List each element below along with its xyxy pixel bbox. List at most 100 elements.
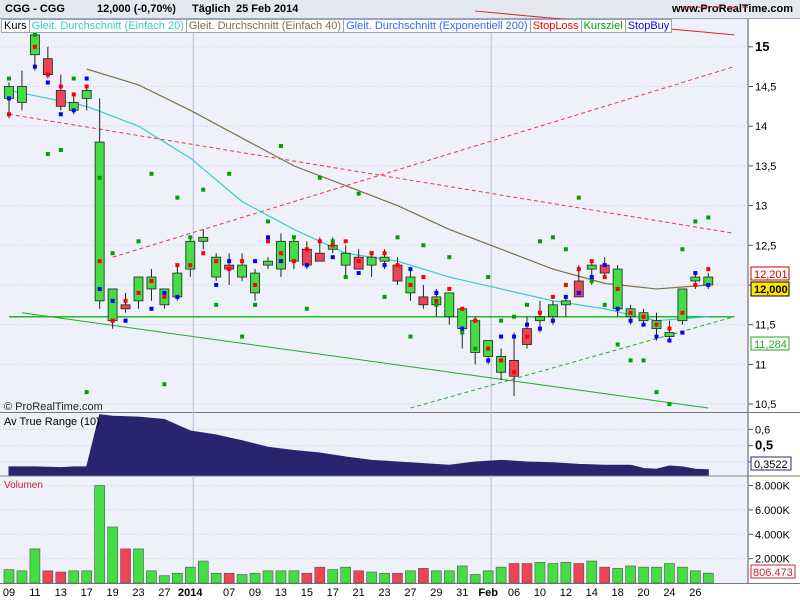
stoploss-dot bbox=[136, 290, 141, 295]
legend-item-ma40[interactable]: Gleit. Durchschnitt (Einfach 40) bbox=[185, 19, 345, 33]
stoploss-dot bbox=[201, 251, 206, 256]
volume-bar bbox=[68, 570, 80, 584]
target-dot bbox=[499, 318, 504, 323]
stopbuy-dot bbox=[266, 235, 270, 240]
target-dot bbox=[304, 306, 309, 311]
x-axis-label: 29 bbox=[430, 587, 442, 599]
candle-body bbox=[548, 304, 558, 318]
stopbuy-dot bbox=[602, 263, 607, 268]
stoploss-dot bbox=[576, 267, 581, 272]
volume-bar bbox=[81, 570, 92, 584]
stoploss-dot bbox=[395, 263, 400, 268]
legend-item-ma20[interactable]: Gleit. Durchschnitt (Einfach 20) bbox=[28, 19, 187, 33]
trendline-lower-dashed bbox=[410, 316, 735, 409]
price-tick-label: 15 bbox=[755, 39, 769, 54]
stoploss-dot bbox=[537, 310, 542, 315]
stoploss-dot bbox=[667, 326, 672, 331]
last-price-tag-box bbox=[750, 281, 790, 297]
candle-body bbox=[81, 90, 92, 99]
legend-item-kurs[interactable]: Kurs bbox=[1, 19, 30, 33]
x-axis-label: 13 bbox=[275, 587, 287, 599]
price-tick-label: 14 bbox=[755, 121, 767, 133]
stopbuy-price-tag: 12,201 bbox=[754, 269, 788, 281]
stoploss-dot bbox=[408, 282, 413, 287]
target-price-tag: 11,284 bbox=[754, 339, 787, 351]
candle-body bbox=[379, 256, 390, 262]
stoploss-dot bbox=[628, 310, 633, 315]
quote-label: 12,000 (-0,70%) bbox=[97, 3, 176, 15]
stopbuy-dot bbox=[175, 294, 180, 299]
stoploss-dot bbox=[214, 259, 219, 264]
stopbuy-dot bbox=[615, 306, 620, 311]
target-dot bbox=[97, 175, 102, 180]
candle-body bbox=[560, 300, 571, 306]
candle-body bbox=[107, 288, 118, 322]
target-dot bbox=[32, 32, 37, 37]
target-dot bbox=[266, 219, 270, 224]
target-dot bbox=[576, 195, 581, 200]
candle-body bbox=[677, 288, 688, 322]
volume-bar bbox=[638, 566, 649, 584]
stoploss-dot bbox=[602, 275, 607, 280]
stopbuy-dot bbox=[149, 306, 154, 311]
copyright-label: © ProRealTime.com bbox=[4, 401, 103, 413]
stoploss-dot bbox=[123, 298, 128, 303]
target-dot bbox=[512, 314, 517, 319]
target-dot bbox=[382, 294, 387, 299]
volume-bar bbox=[42, 570, 54, 584]
volume-bar bbox=[353, 570, 364, 584]
x-axis-label: 26 bbox=[689, 587, 701, 599]
x-axis-label: 17 bbox=[81, 587, 93, 599]
target-dot bbox=[110, 251, 115, 256]
stoploss-dot bbox=[317, 239, 322, 244]
site-label: www.ProRealTime.com bbox=[672, 3, 794, 15]
stoploss-dot bbox=[693, 282, 698, 287]
volume-bar bbox=[262, 570, 274, 584]
x-axis-label: 2014 bbox=[178, 587, 203, 599]
volume-bar bbox=[534, 561, 546, 584]
target-dot bbox=[589, 279, 594, 283]
volume-bar bbox=[249, 572, 261, 584]
atr-title: Av True Range (10) bbox=[4, 416, 100, 428]
volume-bar bbox=[379, 572, 390, 584]
stoploss-dot bbox=[32, 44, 37, 49]
price-panel[interactable] bbox=[0, 19, 748, 412]
stoploss-dot bbox=[188, 263, 193, 268]
legend-item-kursziel[interactable]: Kursziel bbox=[580, 19, 626, 33]
volume-bar bbox=[327, 569, 339, 584]
legend-item-stopbuy[interactable]: StopBuy bbox=[624, 19, 673, 33]
target-dot bbox=[162, 382, 167, 387]
target-dot bbox=[343, 275, 348, 280]
title-bar: CGG - CGG 12,000 (-0,70%) Täglich 25 Feb… bbox=[0, 0, 800, 19]
volume-bar bbox=[664, 563, 675, 584]
price-tick-label: 10,5 bbox=[755, 399, 776, 411]
candle-body bbox=[366, 256, 377, 266]
volume-tick-label: 6.000K bbox=[755, 505, 791, 517]
stopbuy-dot bbox=[97, 286, 102, 291]
volume-title: Volumen bbox=[4, 480, 43, 491]
volume-bar bbox=[392, 572, 403, 584]
stopbuy-dot bbox=[667, 338, 672, 343]
x-axis-label: Feb bbox=[478, 587, 498, 599]
target-dot bbox=[291, 235, 296, 240]
stoploss-dot bbox=[434, 298, 439, 303]
volume-bar bbox=[185, 566, 196, 584]
stopbuy-dot bbox=[45, 80, 50, 85]
legend: Kurs Gleit. Durchschnitt (Einfach 20) Glei… bbox=[1, 19, 673, 33]
stoploss-dot bbox=[330, 243, 335, 248]
legend-item-ema200[interactable]: Gleit. Durchschnitt (Exponentiell 200) bbox=[343, 19, 531, 33]
volume-tick-label: 8.000K bbox=[755, 481, 791, 493]
target-dot bbox=[330, 239, 335, 244]
candle-body bbox=[573, 280, 584, 298]
target-dot bbox=[7, 76, 11, 81]
candle-body bbox=[301, 248, 312, 266]
legend-item-stoploss[interactable]: StopLoss bbox=[529, 19, 582, 33]
volume-bar bbox=[690, 570, 701, 584]
volume-tick-label: 4.000K bbox=[755, 529, 791, 541]
x-axis-label: 17 bbox=[327, 587, 339, 599]
target-dot bbox=[680, 247, 685, 252]
volume-bar bbox=[482, 570, 494, 584]
stopbuy-dot bbox=[7, 96, 11, 101]
stoploss-dot bbox=[382, 251, 387, 256]
